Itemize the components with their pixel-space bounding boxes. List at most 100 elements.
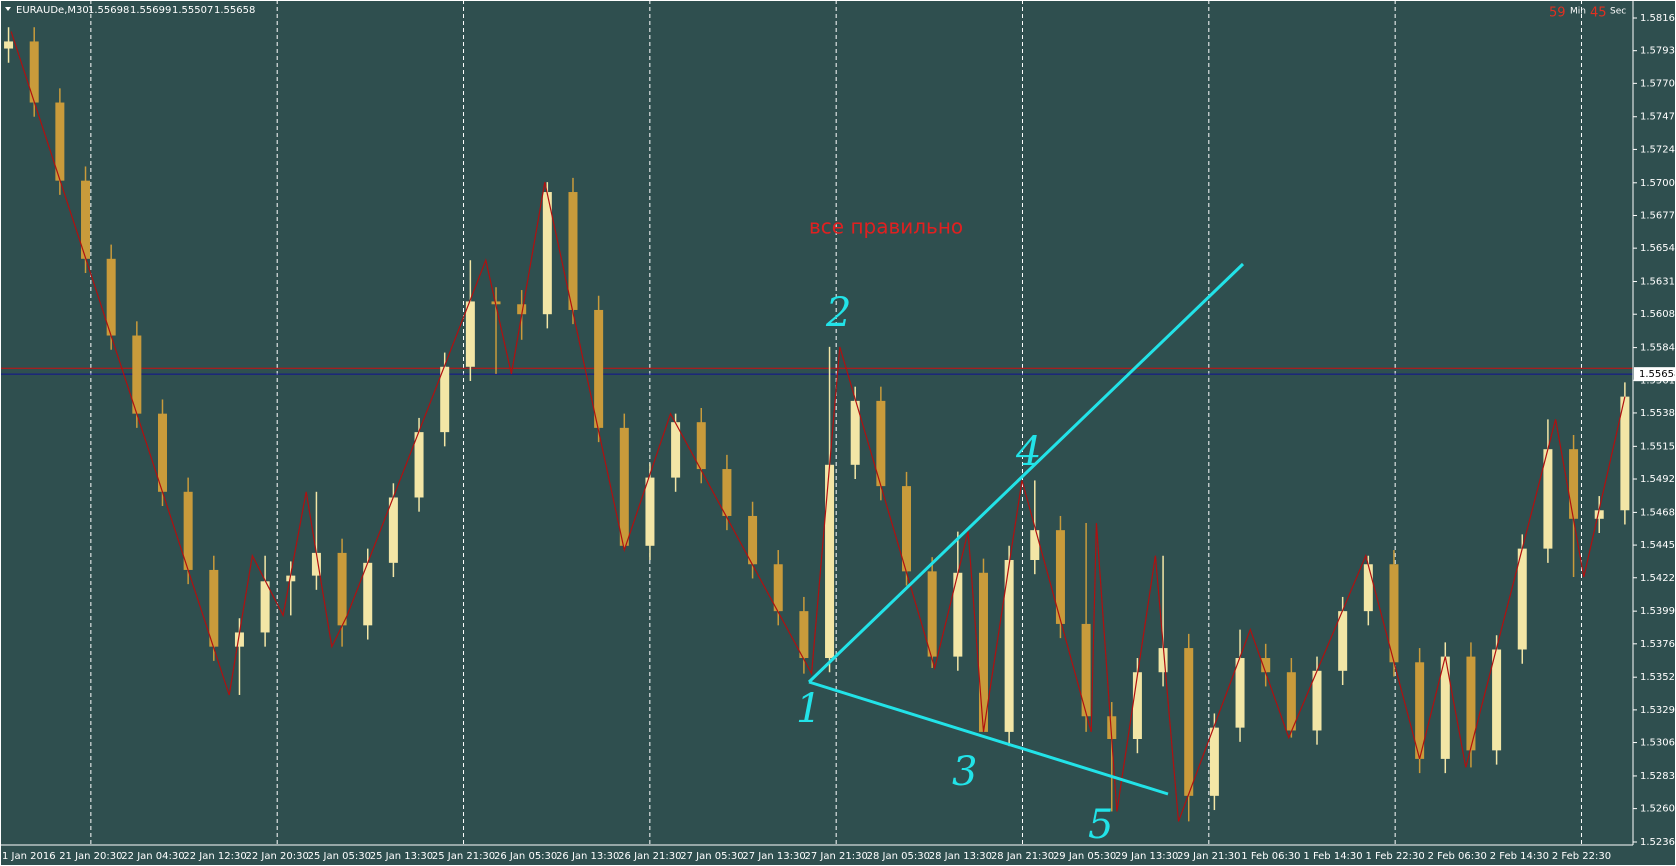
y-tick-label: 1.53760 <box>1640 639 1676 650</box>
header-low: 1.55507 <box>172 5 213 16</box>
timer-label: Sec <box>1610 7 1626 17</box>
candle-body <box>671 422 681 478</box>
x-tick-label: 28 Jan 05:30 <box>867 851 930 862</box>
candle-body <box>1107 716 1117 739</box>
zigzag-line <box>10 31 1626 822</box>
candle-body <box>1389 564 1399 663</box>
timer-label: Min <box>1570 7 1586 17</box>
menu-arrow[interactable] <box>5 7 11 11</box>
x-tick-label: 25 Jan 05:30 <box>308 851 371 862</box>
header-close: 1.55658 <box>214 5 255 16</box>
timer-minutes: 59 <box>1549 6 1566 21</box>
x-tick-label: 27 Jan 21:30 <box>805 851 868 862</box>
candle-body <box>953 572 963 657</box>
y-tick-label: 1.55150 <box>1640 441 1676 452</box>
candle-body <box>722 469 732 516</box>
x-tick-label: 25 Jan 13:30 <box>370 851 433 862</box>
wave-label: 4 <box>1015 429 1041 475</box>
x-tick-label: 1 Feb 14:30 <box>1303 851 1362 862</box>
candle-body <box>978 572 988 732</box>
y-tick-label: 1.58165 <box>1640 13 1676 24</box>
y-tick-label: 1.54225 <box>1640 573 1676 584</box>
candle-body <box>825 464 835 659</box>
header-open: 1.55698 <box>88 5 129 16</box>
candle-body <box>1517 548 1527 650</box>
x-tick-label: 22 Jan 12:30 <box>183 851 246 862</box>
x-tick-label: 28 Jan 13:30 <box>929 851 992 862</box>
x-tick-label: 27 Jan 13:30 <box>742 851 805 862</box>
x-tick-label: 26 Jan 13:30 <box>556 851 619 862</box>
candle-body <box>1415 662 1425 759</box>
y-tick-label: 1.54920 <box>1640 474 1676 485</box>
y-axis: 1.58165 1.57935 1.57705 1.57470 1.57240 1.570… <box>2 13 1676 862</box>
y-tick-label: 1.53525 <box>1640 672 1676 683</box>
candle-body <box>1030 530 1040 560</box>
wave-label: 2 <box>825 290 851 336</box>
candle-body <box>850 400 860 465</box>
price-label: 1.55658 <box>1639 369 1676 380</box>
candle-body <box>157 413 167 492</box>
candle-body <box>902 486 912 572</box>
candle-body <box>440 366 450 433</box>
candle-body <box>1004 559 1014 732</box>
candle-body <box>388 497 398 563</box>
candle-body <box>337 552 347 626</box>
x-tick-label: 1 Jan 2016 <box>2 851 56 862</box>
x-tick-label: 1 Feb 22:30 <box>1366 851 1425 862</box>
y-tick-label: 1.54685 <box>1640 507 1676 518</box>
candle-body <box>1543 449 1553 549</box>
timer-seconds: 45 <box>1590 6 1607 21</box>
candle-body <box>517 304 527 315</box>
candle-body <box>645 477 655 546</box>
trend-line <box>808 680 1169 796</box>
candle-body <box>1569 449 1579 519</box>
candle-body <box>1209 727 1219 796</box>
y-tick-label: 1.52365 <box>1640 837 1676 848</box>
candle-body <box>748 515 758 565</box>
price-label-box <box>1634 367 1676 382</box>
x-tick-label: 2 Feb 14:30 <box>1490 851 1549 862</box>
y-tick-label: 1.55845 <box>1640 343 1676 354</box>
x-tick-label: 21 Jan 20:30 <box>59 851 122 862</box>
y-tick-label: 1.53295 <box>1640 705 1676 716</box>
candle-body <box>465 301 475 367</box>
y-tick-label: 1.56310 <box>1640 277 1676 288</box>
header-high: 1.55699 <box>130 5 171 16</box>
x-tick-label: 26 Jan 05:30 <box>494 851 557 862</box>
x-tick-label: 29 Jan 05:30 <box>1053 851 1116 862</box>
x-tick-label: 29 Jan 21:30 <box>1177 851 1240 862</box>
x-tick-label: 22 Jan 20:30 <box>246 851 309 862</box>
x-tick-label: 27 Jan 05:30 <box>680 851 743 862</box>
candle-body <box>1338 611 1348 671</box>
candle-body <box>773 564 783 612</box>
candle-body <box>594 309 604 428</box>
candle-body <box>1594 510 1604 519</box>
candle-body <box>209 569 219 647</box>
candle-body <box>414 432 424 498</box>
y-tick-label: 1.52600 <box>1640 804 1676 815</box>
y-tick-label: 1.53065 <box>1640 738 1676 749</box>
wave-label: 1 <box>796 686 821 732</box>
candle-body <box>1466 656 1476 751</box>
y-tick-label: 1.53990 <box>1640 606 1676 617</box>
candle-body <box>132 335 142 414</box>
wave-label: 5 <box>1088 802 1113 848</box>
x-tick-label: 29 Jan 13:30 <box>1115 851 1178 862</box>
y-tick-label: 1.56775 <box>1640 210 1676 221</box>
candle-body <box>311 552 321 576</box>
y-tick-label: 1.57935 <box>1640 46 1676 57</box>
candle-body <box>1132 672 1142 739</box>
symbol: EURAUDe,M30 <box>16 5 89 16</box>
x-tick-label: 2 Feb 22:30 <box>1552 851 1611 862</box>
candle-body <box>1235 658 1245 728</box>
candle-body <box>1312 670 1322 731</box>
candle-body <box>81 180 91 259</box>
x-tick-label: 22 Jan 04:30 <box>121 851 184 862</box>
grid <box>90 0 1582 845</box>
y-tick-label: 1.57470 <box>1640 112 1676 123</box>
trend-line <box>807 262 1245 684</box>
candle-body <box>234 632 244 647</box>
candle-body <box>1184 648 1194 796</box>
